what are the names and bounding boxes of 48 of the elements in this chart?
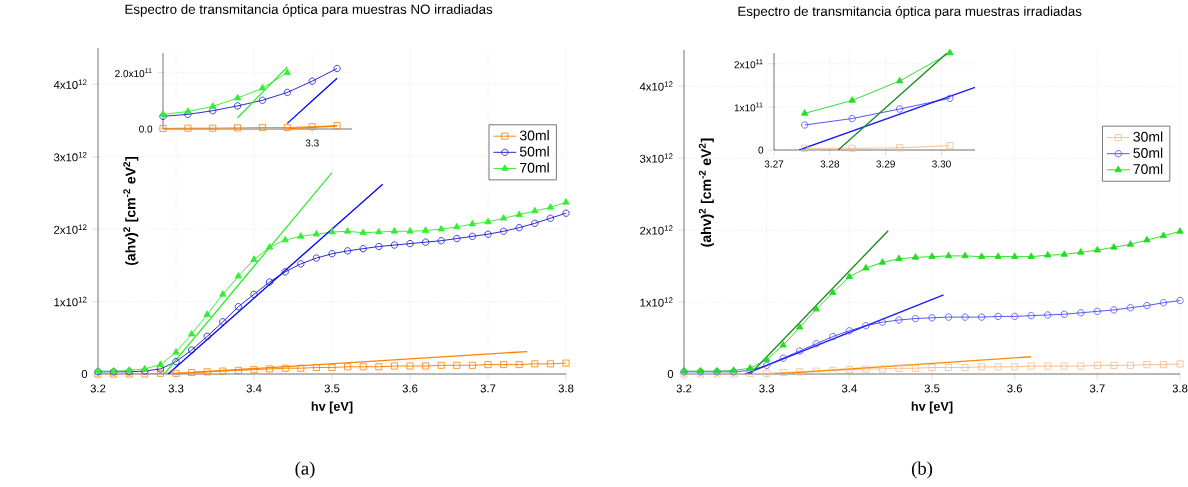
x-tick-label: 3.5 [924, 384, 940, 393]
text: (b) [911, 461, 933, 479]
y-tick-label: 1x10$^{12}$ [54, 296, 87, 307]
y-axis-title: (ahv)$^{2}$ [cm$^{-2}$ eV$^{2}$] [698, 138, 714, 247]
legend-label: 50ml [519, 146, 549, 157]
x-tick-label: 3.2 [90, 384, 106, 393]
x-tick-label: 3.6 [1007, 384, 1023, 393]
x-tick-label: 3.4 [246, 384, 262, 393]
x-tick-label: 3.7 [1089, 384, 1105, 393]
legend-label: 70ml [520, 162, 549, 173]
x-tick-label: 3.3 [305, 139, 319, 147]
text: (a) [295, 461, 315, 479]
chart-title: Espectro de transmitancia óptica para muestras irradiadas [738, 6, 1082, 19]
y-tick-label: 1x10$^{11}$ [734, 102, 763, 112]
x-tick-label: 3.6 [402, 384, 418, 393]
x-axis-title: hv [eV] [311, 401, 353, 414]
y-tick-label: 0 [81, 370, 88, 379]
legend-label: 30ml [519, 130, 549, 141]
y-tick-label: 0.0 [139, 125, 153, 133]
x-tick-label: 3.28 [820, 160, 840, 168]
y-tick-label: 0 [758, 146, 764, 154]
chart-title: Espectro de transmitancia óptica para muestras NO irradiadas [125, 4, 493, 17]
y-tick-label: 0 [667, 370, 674, 379]
y-tick-label: 2.0x10$^{11}$ [115, 68, 152, 78]
legend-label: 30ml [1133, 131, 1163, 142]
x-tick-label: 3.7 [480, 384, 496, 393]
x-tick-label: 3.4 [841, 384, 857, 393]
x-tick-label: 3.29 [876, 160, 895, 168]
y-axis-title: (ahv)$^{2}$ [cm$^{-2}$ eV$^{2}$] [123, 157, 139, 266]
y-tick-label: 2x10$^{12}$ [640, 225, 673, 235]
legend-label: 70ml [1133, 163, 1163, 175]
y-tick-label: 2x10$^{11}$ [734, 59, 763, 69]
x-tick-label: 3.8 [1172, 384, 1188, 393]
legend-label: 50ml [1133, 147, 1163, 158]
x-tick-label: 3.27 [764, 160, 784, 168]
x-tick-label: 3.5 [324, 384, 340, 393]
x-tick-label: 3.8 [558, 384, 574, 393]
x-tick-label: 3.3 [759, 384, 775, 393]
y-tick-label: 3x10$^{12}$ [53, 151, 87, 162]
x-tick-label: 3.3 [168, 384, 184, 393]
y-tick-label: 1x10$^{12}$ [640, 297, 673, 307]
x-tick-label: 3.2 [676, 384, 692, 393]
y-tick-label: 2x10$^{12}$ [54, 224, 87, 234]
y-tick-label: 4x10$^{12}$ [53, 79, 87, 89]
y-tick-label: 3x10$^{12}$ [639, 153, 673, 163]
x-axis-title: hv [eV] [911, 401, 953, 414]
y-tick-label: 4x10$^{12}$ [639, 81, 673, 91]
x-tick-label: 3.30 [932, 160, 951, 168]
